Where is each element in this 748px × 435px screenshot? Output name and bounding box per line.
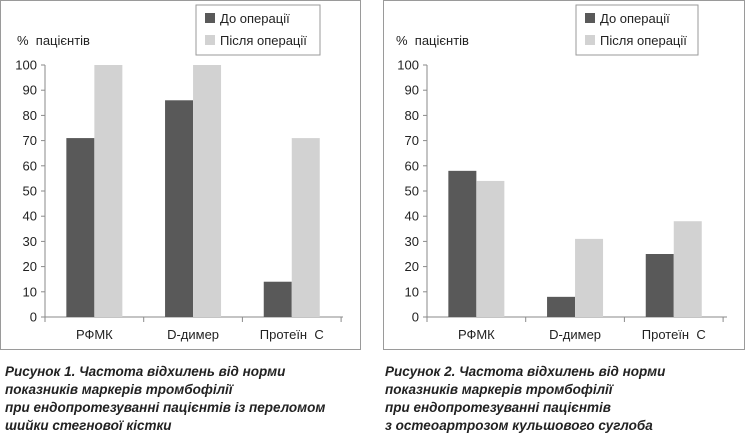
y-tick-label: 70: [405, 133, 419, 148]
y-axis-label: % пацієнтів: [17, 33, 90, 48]
x-tick-label: РФМК: [458, 327, 495, 342]
legend-swatch: [205, 35, 215, 45]
legend-label: До операції: [220, 11, 290, 26]
y-tick-label: 30: [23, 234, 37, 249]
x-tick-label: D-димер: [167, 327, 219, 342]
y-tick-label: 30: [405, 234, 419, 249]
legend-box: [575, 4, 699, 56]
bar: [66, 138, 95, 317]
figure-caption: Рисунок 2. Частота відхилень від норми п…: [385, 363, 745, 435]
legend-swatch: [585, 35, 595, 45]
y-tick-label: 80: [405, 108, 419, 123]
caption-line: Рисунок 1. Частота відхилень від норми: [5, 364, 286, 379]
caption-line: Рисунок 2. Частота відхилень від норми: [385, 364, 666, 379]
legend-box: [195, 4, 321, 56]
bar-chart: 0 10 20 30 40 50 60 70 80 90 100 % пацієнтів РФМК D-д…: [15, 4, 343, 342]
y-tick-label: 100: [397, 58, 419, 73]
caption-line: при ендопротезуванні пацієнтів: [385, 400, 611, 415]
y-tick-label: 90: [405, 83, 419, 98]
y-tick-label: 10: [405, 284, 419, 299]
y-tick-label: 60: [405, 158, 419, 173]
legend-label: Після операції: [220, 33, 307, 48]
y-tick-label: 0: [412, 310, 419, 325]
y-tick-label: 50: [405, 184, 419, 199]
caption-line: при ендопротезуванні пацієнтів із перело…: [5, 400, 326, 415]
y-tick-label: 40: [405, 209, 419, 224]
y-tick-label: 90: [23, 83, 37, 98]
bar: [165, 100, 194, 317]
legend-label: Після операції: [600, 33, 687, 48]
x-tick-label: РФМК: [76, 327, 113, 342]
y-tick-label: 80: [23, 108, 37, 123]
y-axis-label: % пацієнтів: [396, 33, 469, 48]
bar: [575, 238, 604, 317]
y-tick-label: 100: [15, 58, 37, 73]
caption-line: з остеоартрозом кульшового суглоба: [385, 418, 653, 433]
bar: [448, 170, 477, 317]
bar: [547, 296, 576, 317]
bar: [476, 180, 505, 317]
legend-label: До операції: [600, 11, 670, 26]
y-tick-label: 10: [23, 284, 37, 299]
bar: [645, 254, 674, 317]
legend-swatch: [205, 13, 215, 23]
caption-line: показників маркерів тромбофілії: [5, 382, 233, 397]
y-tick-label: 0: [30, 310, 37, 325]
x-tick-label: Протеїн С: [642, 327, 706, 342]
y-tick-label: 20: [405, 259, 419, 274]
bar: [94, 65, 123, 317]
y-tick-label: 40: [23, 209, 37, 224]
caption-line: шийки стегнової кістки: [5, 418, 172, 433]
bar: [193, 65, 222, 317]
caption-line: показників маркерів тромбофілії: [385, 382, 613, 397]
y-tick-label: 50: [23, 184, 37, 199]
bar: [291, 138, 320, 317]
legend-swatch: [585, 13, 595, 23]
x-tick-label: Протеїн С: [260, 327, 324, 342]
y-tick-label: 60: [23, 158, 37, 173]
y-tick-label: 20: [23, 259, 37, 274]
chart-frame: 0 10 20 30 40 50 60 70 80 90 100 % пацієнтів РФМК D-д…: [383, 0, 745, 350]
x-tick-label: D-димер: [549, 327, 601, 342]
bar-chart: 0 10 20 30 40 50 60 70 80 90 100 % пацієнтів РФМК D-д…: [396, 4, 727, 342]
figure-caption: Рисунок 1. Частота відхилень від норми п…: [5, 363, 365, 435]
bar: [673, 221, 702, 317]
y-tick-label: 70: [23, 133, 37, 148]
chart-frame: 0 10 20 30 40 50 60 70 80 90 100 % пацієнтів РФМК D-д…: [0, 0, 361, 350]
bar: [263, 281, 292, 317]
